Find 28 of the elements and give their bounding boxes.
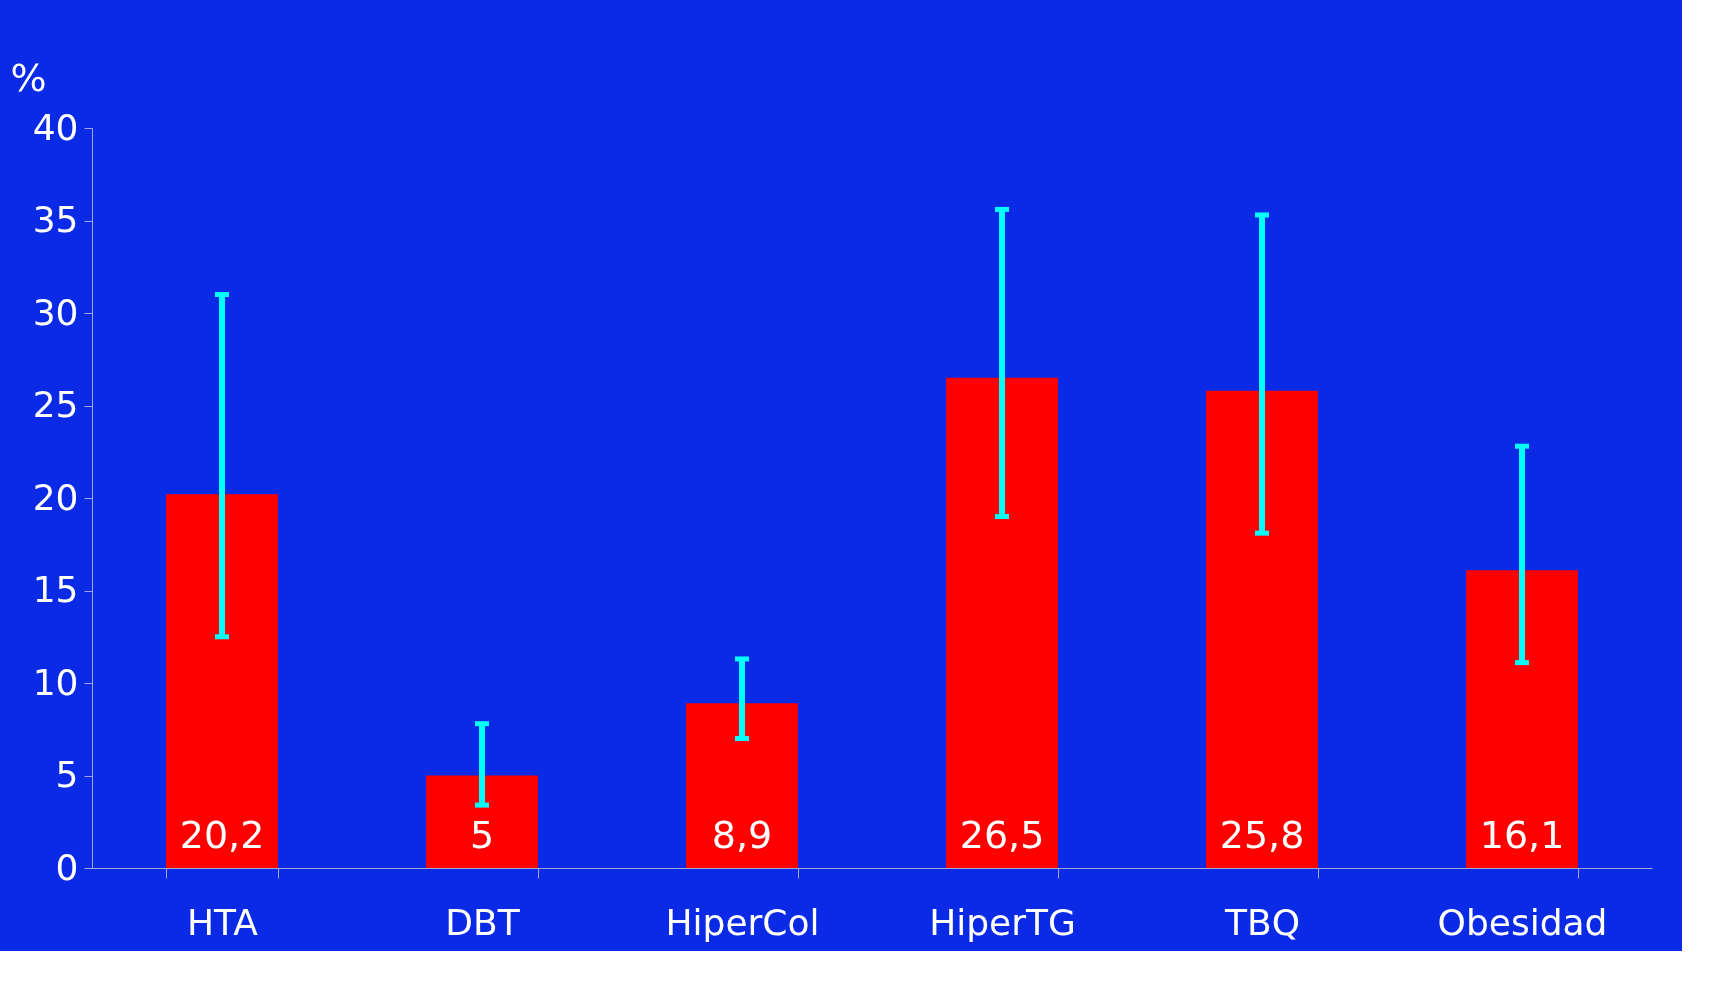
y-tick-label: 15 [32,569,79,610]
y-tick-label: 10 [32,661,79,703]
y-tick-label: 0 [55,846,79,888]
bar [166,494,278,868]
bar [686,703,798,868]
bar [1466,570,1578,868]
data-label: 16,1 [1479,813,1565,857]
data-label: 26,5 [959,813,1045,857]
x-tick-label: HiperTG [929,901,1076,943]
x-tick-label: TBQ [1223,901,1301,943]
y-tick-label: 5 [55,754,79,795]
data-label: 25,8 [1219,813,1305,857]
bar [946,377,1058,868]
y-tick-label: 30 [32,291,79,333]
x-tick-label: DBT [445,901,521,943]
x-tick-label: HiperCol [665,901,820,943]
y-tick-label: 35 [32,199,79,240]
x-tick-label: Obesidad [1437,901,1608,943]
y-tick-label: 25 [32,384,79,425]
data-label: 8,9 [711,813,773,857]
y-tick-label: 40 [32,106,79,148]
x-tick-label: HTA [187,901,259,943]
bar [1206,390,1318,868]
y-axis-title: % [10,55,47,100]
data-label: 20,2 [179,813,265,857]
bar [426,775,538,868]
y-tick-label: 20 [32,476,79,518]
data-label: 5 [469,813,495,857]
